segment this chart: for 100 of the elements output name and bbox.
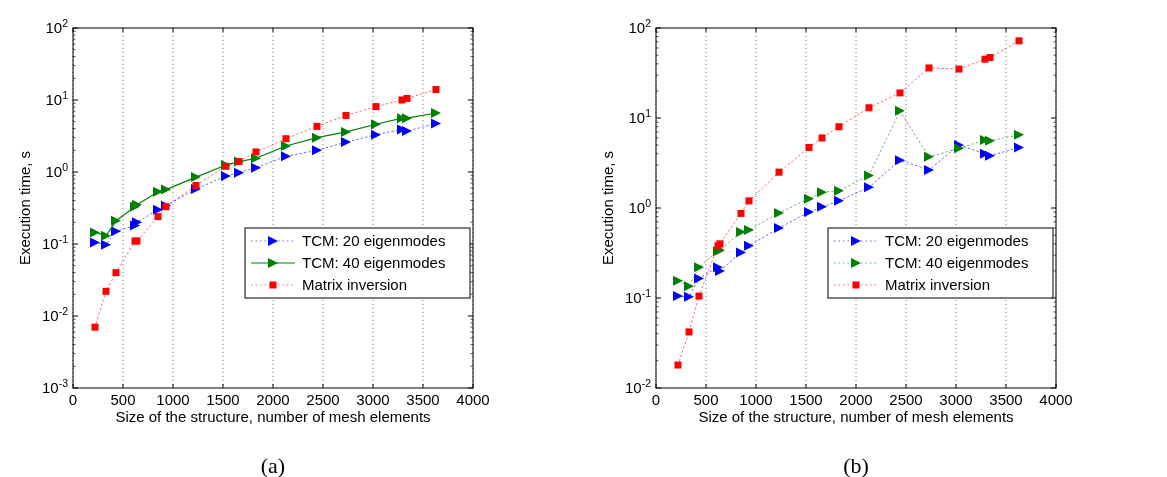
point	[1015, 37, 1023, 45]
point	[372, 103, 380, 111]
point	[865, 104, 873, 112]
point	[674, 361, 682, 369]
text: (b)	[843, 453, 869, 477]
point	[895, 155, 905, 166]
point	[191, 172, 201, 183]
point	[312, 145, 322, 156]
x-tick-label: 2500	[306, 391, 340, 408]
point	[432, 85, 440, 93]
y-tick-label: 10$^{-3}$	[41, 377, 69, 396]
point	[281, 151, 291, 162]
point	[684, 291, 694, 302]
y-tick-label: 10$^{2}$	[45, 17, 69, 36]
point	[744, 240, 754, 251]
point	[817, 187, 827, 198]
point	[90, 237, 100, 248]
point	[1014, 142, 1024, 153]
point	[431, 118, 441, 129]
point	[111, 215, 121, 226]
point	[371, 119, 381, 130]
point	[673, 291, 683, 302]
point	[402, 126, 412, 137]
x-tick-label: 1500	[789, 391, 823, 408]
point	[312, 132, 322, 143]
x-tick-label: 2000	[256, 391, 290, 408]
point	[101, 239, 111, 250]
y-tick-label: 10$^{-1}$	[624, 287, 652, 306]
point	[685, 328, 693, 336]
point	[834, 195, 844, 206]
legend-label: TCM: 40 eigenmodes	[885, 254, 1029, 271]
point	[1014, 129, 1024, 140]
point	[341, 126, 351, 137]
y-tick-label: 10$^{2}$	[628, 17, 652, 36]
x-tick-label: 3500	[989, 391, 1023, 408]
legend-label: TCM: 20 eigenmodes	[302, 232, 446, 249]
point	[251, 162, 261, 173]
x-axis-title: Size of the structure, number of mesh elements	[698, 408, 1014, 425]
point	[161, 184, 171, 195]
x-tick-label: 0	[651, 391, 661, 408]
point	[805, 144, 813, 152]
point	[896, 89, 904, 97]
point	[111, 226, 121, 237]
point	[736, 247, 746, 258]
point	[834, 185, 844, 196]
x-tick-label: 0	[68, 391, 78, 408]
point	[986, 54, 994, 62]
legend-label: TCM: 40 eigenmodes	[302, 254, 446, 271]
y-tick-label: 10$^{-1}$	[41, 233, 69, 252]
x-tick-label: 4000	[456, 391, 490, 408]
point	[955, 65, 963, 73]
point	[864, 182, 874, 193]
x-tick-label: 1000	[739, 391, 773, 408]
point	[817, 201, 827, 212]
point	[684, 281, 694, 292]
text: (a)	[260, 453, 286, 477]
point	[924, 151, 934, 162]
x-tick-label: 1000	[156, 391, 190, 408]
x-tick-label: 3500	[406, 391, 440, 408]
point	[192, 181, 200, 189]
point	[804, 207, 814, 218]
point	[774, 208, 784, 218]
point	[694, 262, 704, 273]
x-tick-label: 500	[110, 391, 136, 408]
point	[745, 197, 753, 205]
point	[402, 113, 412, 124]
point	[90, 227, 100, 238]
y-tick-label: 10$^{-2}$	[41, 305, 69, 324]
point	[695, 292, 703, 300]
x-tick-label: 4000	[1039, 391, 1073, 408]
point	[985, 150, 995, 161]
point	[342, 111, 350, 119]
point	[925, 64, 933, 72]
point	[154, 213, 162, 221]
point	[744, 224, 754, 235]
x-axis-title: Size of the structure, number of mesh elements	[115, 408, 431, 425]
y-tick-label: 10$^{-2}$	[624, 377, 652, 396]
legend-label: TCM: 20 eigenmodes	[885, 232, 1029, 249]
point	[91, 323, 99, 331]
y-axis-title: Execution time, s	[16, 150, 33, 266]
point	[234, 167, 244, 178]
point	[694, 273, 704, 284]
point	[313, 122, 321, 130]
y-axis-title: Execution time, s	[599, 150, 616, 266]
legend-label: Matrix inversion	[885, 276, 991, 293]
point	[775, 168, 783, 176]
y-tick-label: 10$^{0}$	[45, 161, 69, 180]
y-tick-label: 10$^{0}$	[628, 197, 652, 216]
point	[924, 164, 934, 175]
point	[252, 148, 260, 156]
x-tick-label: 2000	[839, 391, 873, 408]
x-tick-label: 1500	[206, 391, 240, 408]
point	[153, 204, 163, 215]
point	[281, 140, 291, 151]
point	[371, 129, 381, 140]
point	[101, 230, 111, 241]
point	[673, 275, 683, 286]
point	[804, 193, 814, 204]
x-tick-label: 500	[693, 391, 719, 408]
point	[835, 123, 843, 131]
